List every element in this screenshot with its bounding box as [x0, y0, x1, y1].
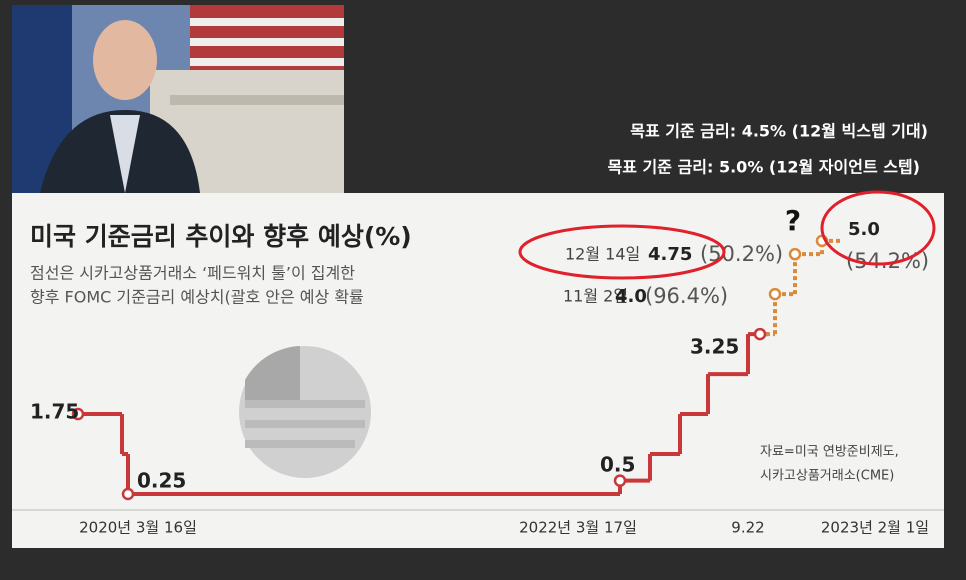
value-label: 3.25 — [690, 335, 739, 359]
x-tick-label: 2023년 2월 1일 — [821, 519, 929, 537]
question-mark: ? — [785, 204, 801, 237]
point — [121, 487, 135, 501]
point — [768, 287, 782, 301]
chart-panel — [12, 193, 944, 548]
header-line: 목표 기준 금리: 4.5% (12월 빅스텝 기대) — [630, 122, 928, 141]
point — [613, 474, 627, 487]
value-label: 0.5 — [600, 453, 635, 477]
subtitle: 향후 FOMC 기준금리 예상치(괄호 안은 예상 확률 — [30, 288, 364, 307]
subtitle: 점선은 시카고상품거래소 ‘페드워치 툴’이 집계한 — [30, 264, 355, 283]
annotation-date: 11월 2일 — [563, 287, 628, 306]
source: 시카고상품거래소(CME) — [760, 469, 894, 484]
annotation-date: 12월 14일 — [565, 245, 640, 264]
value-label: 1.75 — [30, 400, 79, 424]
highlight-ellipse — [518, 224, 726, 280]
highlight-ellipse — [820, 190, 936, 266]
value-label: 0.25 — [137, 469, 186, 493]
value-label: 4.75 — [648, 244, 692, 265]
x-tick-label: 2022년 3월 17일 — [519, 519, 637, 537]
header-line: 목표 기준 금리: 5.0% (12월 자이언트 스텝) — [608, 158, 920, 177]
value-label: 4.0 — [615, 286, 647, 307]
point — [71, 407, 85, 421]
x-tick-label: 9.22 — [731, 519, 764, 537]
flag-ball — [239, 346, 371, 478]
x-tick-label: 2020년 3월 16일 — [79, 519, 197, 537]
photo — [12, 5, 344, 193]
annotation-probability: (96.4%) — [645, 284, 728, 308]
value-label: 5.0 — [848, 219, 880, 240]
point — [788, 247, 802, 261]
source: 자료=미국 연방준비제도, — [760, 445, 899, 460]
chart-title: 미국 기준금리 추이와 향후 예상(%) — [30, 222, 412, 251]
point — [753, 327, 767, 341]
